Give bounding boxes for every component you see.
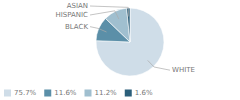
legend-swatch	[44, 90, 51, 97]
pie	[96, 8, 164, 76]
legend-label: 11.2%	[95, 89, 118, 97]
legend-swatch	[4, 90, 11, 97]
pie-slice	[96, 8, 164, 76]
legend-swatch	[125, 90, 132, 97]
legend-label: 11.6%	[54, 89, 77, 97]
chart: WHITE BLACK HISPANICASIAN 75.7% 11.6% 11.2% 1.…	[0, 0, 240, 100]
leader-line	[148, 60, 170, 70]
slice-label: HISPANIC	[55, 11, 88, 19]
annotations: WHITE BLACK HISPANICASIAN	[55, 2, 194, 74]
slice-label: ASIAN	[67, 2, 88, 10]
leader-line	[90, 27, 107, 32]
slice-label: BLACK	[65, 23, 88, 31]
legend-label: 1.6%	[135, 89, 153, 97]
leader-line	[90, 6, 129, 17]
legend-swatch	[85, 90, 92, 97]
slice-label: WHITE	[172, 66, 195, 74]
legend-label: 75.7%	[14, 89, 37, 97]
legend: 75.7% 11.6% 11.2% 1.6%	[4, 89, 153, 97]
leader-line	[90, 11, 119, 19]
pie-slice	[106, 8, 130, 42]
